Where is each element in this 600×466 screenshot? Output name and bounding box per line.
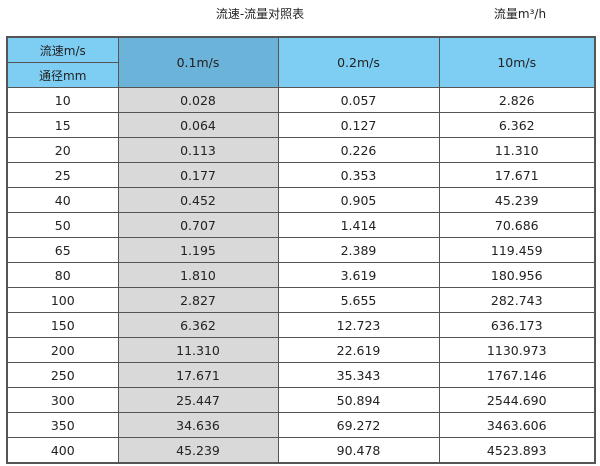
diameter-cell: 100 (6, 287, 119, 313)
column-header: 0.2m/s (277, 36, 440, 88)
flow-cell: 45.239 (117, 437, 279, 464)
diameter-cell: 250 (6, 362, 119, 388)
flow-cell: 636.173 (438, 312, 596, 338)
flow-cell: 45.239 (438, 187, 596, 213)
flow-cell: 0.452 (117, 187, 279, 213)
flow-table: 流速m/s 0.1m/s 0.2m/s 10m/s 通径mm 10 0.028 0.… (6, 36, 596, 464)
flow-cell: 6.362 (438, 112, 596, 138)
diameter-cell: 15 (6, 112, 119, 138)
diameter-cell: 20 (6, 137, 119, 163)
flow-cell: 0.353 (277, 162, 440, 188)
flow-cell: 50.894 (277, 387, 440, 413)
flow-cell: 1.810 (117, 262, 279, 288)
flow-cell: 1.414 (277, 212, 440, 238)
table-row: 65 1.195 2.389 119.459 (6, 237, 596, 263)
flow-cell: 3463.606 (438, 412, 596, 438)
flow-cell: 0.707 (117, 212, 279, 238)
flow-cell: 12.723 (277, 312, 440, 338)
flow-cell: 2.827 (117, 287, 279, 313)
flow-cell: 1.195 (117, 237, 279, 263)
table-row: 25 0.177 0.353 17.671 (6, 162, 596, 188)
diameter-cell: 150 (6, 312, 119, 338)
flow-cell: 69.272 (277, 412, 440, 438)
flow-cell: 6.362 (117, 312, 279, 338)
table-row: 40 0.452 0.905 45.239 (6, 187, 596, 213)
flow-cell: 25.447 (117, 387, 279, 413)
flow-cell: 4523.893 (438, 437, 596, 464)
diameter-cell: 25 (6, 162, 119, 188)
table-row: 150 6.362 12.723 636.173 (6, 312, 596, 338)
flow-cell: 2.826 (438, 87, 596, 113)
unit-label: 流量m³/h (493, 7, 547, 21)
flow-cell: 1130.973 (438, 337, 596, 363)
velocity-header: 流速m/s (6, 36, 119, 63)
diameter-cell: 40 (6, 187, 119, 213)
flow-cell: 22.619 (277, 337, 440, 363)
flow-cell: 5.655 (277, 287, 440, 313)
table-row: 350 34.636 69.272 3463.606 (6, 412, 596, 438)
diameter-cell: 80 (6, 262, 119, 288)
flow-cell: 0.057 (277, 87, 440, 113)
diameter-cell: 350 (6, 412, 119, 438)
flow-cell: 282.743 (438, 287, 596, 313)
table-row: 50 0.707 1.414 70.686 (6, 212, 596, 238)
diameter-cell: 65 (6, 237, 119, 263)
table-row: 250 17.671 35.343 1767.146 (6, 362, 596, 388)
flow-cell: 11.310 (117, 337, 279, 363)
flow-cell: 11.310 (438, 137, 596, 163)
flow-cell: 119.459 (438, 237, 596, 263)
diameter-cell: 400 (6, 437, 119, 464)
flow-cell: 0.064 (117, 112, 279, 138)
flow-cell: 0.113 (117, 137, 279, 163)
flow-cell: 0.177 (117, 162, 279, 188)
table-row: 10 0.028 0.057 2.826 (6, 87, 596, 113)
column-header: 10m/s (438, 36, 596, 88)
diameter-cell: 50 (6, 212, 119, 238)
table-row: 200 11.310 22.619 1130.973 (6, 337, 596, 363)
table-title: 流速-流量对照表 (215, 7, 305, 21)
table-row: 400 45.239 90.478 4523.893 (6, 437, 596, 464)
flow-cell: 2544.690 (438, 387, 596, 413)
flow-cell: 70.686 (438, 212, 596, 238)
table-row: 15 0.064 0.127 6.362 (6, 112, 596, 138)
flow-cell: 34.636 (117, 412, 279, 438)
flow-cell: 3.619 (277, 262, 440, 288)
table-row: 100 2.827 5.655 282.743 (6, 287, 596, 313)
flow-cell: 180.956 (438, 262, 596, 288)
flow-cell: 17.671 (117, 362, 279, 388)
flow-cell: 2.389 (277, 237, 440, 263)
flow-cell: 35.343 (277, 362, 440, 388)
diameter-cell: 200 (6, 337, 119, 363)
flow-cell: 90.478 (277, 437, 440, 464)
table-row: 300 25.447 50.894 2544.690 (6, 387, 596, 413)
diameter-cell: 300 (6, 387, 119, 413)
flow-cell: 17.671 (438, 162, 596, 188)
flow-cell: 0.226 (277, 137, 440, 163)
diameter-header: 通径mm (6, 62, 119, 88)
table-row: 80 1.810 3.619 180.956 (6, 262, 596, 288)
flow-cell: 0.028 (117, 87, 279, 113)
flow-cell: 0.127 (277, 112, 440, 138)
flow-cell: 1767.146 (438, 362, 596, 388)
flow-cell: 0.905 (277, 187, 440, 213)
table-row: 20 0.113 0.226 11.310 (6, 137, 596, 163)
diameter-cell: 10 (6, 87, 119, 113)
column-header: 0.1m/s (117, 36, 279, 88)
